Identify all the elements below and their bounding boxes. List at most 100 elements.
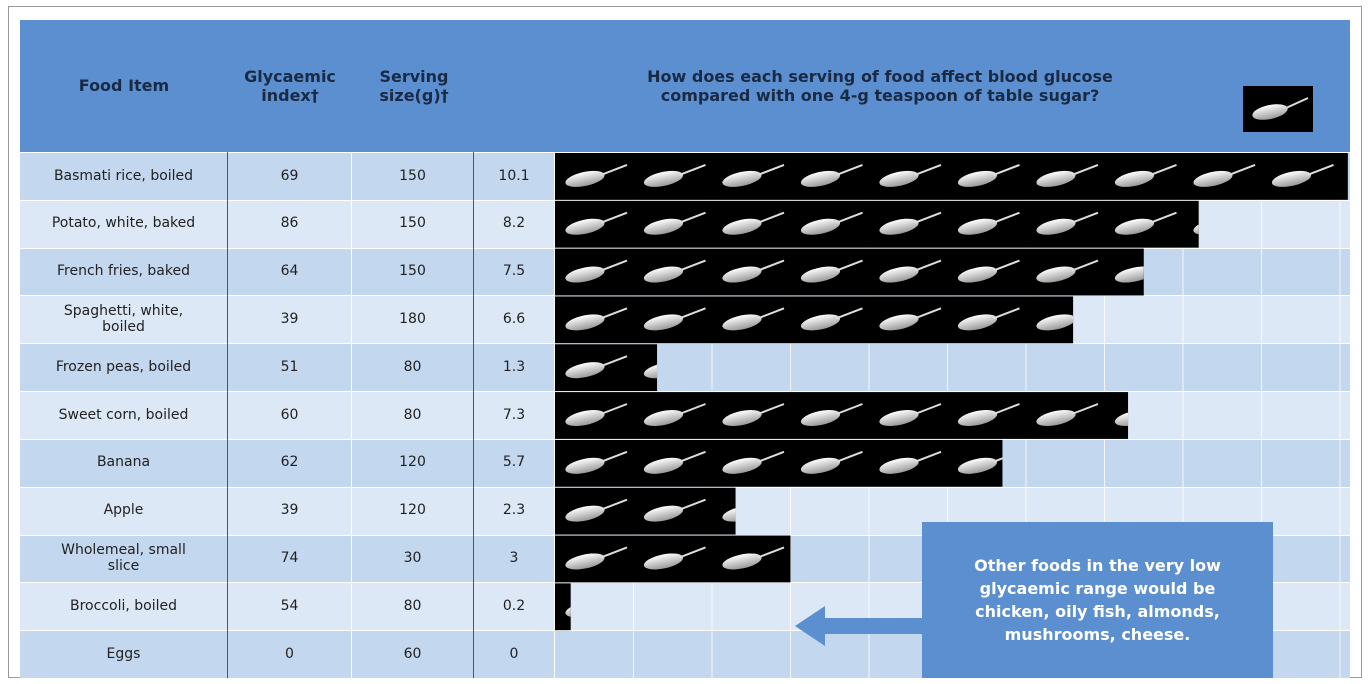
spoon-handle xyxy=(1071,403,1099,415)
spoon-handle xyxy=(1229,213,1255,223)
spoon-handle xyxy=(679,211,706,224)
spoon xyxy=(800,170,841,187)
spoon xyxy=(957,218,998,235)
header-spoon-icon xyxy=(1243,86,1313,132)
spoon-handle xyxy=(1307,163,1334,176)
spoon-handle xyxy=(914,259,942,272)
spoon xyxy=(1036,266,1076,283)
spoon-handle xyxy=(914,450,942,463)
spoons xyxy=(565,595,627,618)
spoons xyxy=(565,355,658,379)
spoon xyxy=(565,314,605,331)
spoon xyxy=(800,457,841,474)
spoon-handle xyxy=(679,403,706,415)
spoon-handle xyxy=(836,163,863,176)
spoons xyxy=(565,259,1144,283)
spoon xyxy=(879,314,919,331)
spoon-handle xyxy=(1151,404,1177,414)
spoon-handle xyxy=(1150,211,1177,224)
food-name: Banana xyxy=(20,438,228,487)
spoon-handle xyxy=(600,403,628,415)
spoon-handle xyxy=(836,450,863,463)
spoon-handle xyxy=(679,163,706,176)
food-name: Basmati rice, boiled xyxy=(20,152,228,200)
spoon-handle xyxy=(993,403,1020,415)
glycaemic-index: 69 xyxy=(228,152,352,200)
spoon-handle xyxy=(679,450,706,463)
spoon-handle xyxy=(1071,163,1099,176)
header-food: Food Item xyxy=(78,76,170,96)
spoon-handle xyxy=(757,163,785,176)
spoon-handle xyxy=(836,259,863,272)
spoon xyxy=(565,170,605,187)
spoon-handle xyxy=(914,403,942,415)
food-name: Spaghetti, white, boiled xyxy=(20,295,228,344)
serving-size: 30 xyxy=(352,534,474,583)
spoon xyxy=(1036,170,1076,187)
spoon xyxy=(800,266,841,283)
glycaemic-index: 39 xyxy=(228,295,352,344)
spoon xyxy=(1036,218,1076,235)
spoon xyxy=(800,314,841,331)
spoon xyxy=(1193,170,1233,187)
spoon xyxy=(879,409,919,427)
teaspoon-bar xyxy=(555,344,658,392)
spoons xyxy=(565,498,784,522)
spoon-handle xyxy=(758,500,784,510)
spoon xyxy=(957,266,998,283)
spoons xyxy=(565,163,1334,187)
spoon-handle xyxy=(993,211,1020,224)
spoon xyxy=(722,314,762,331)
spoon xyxy=(643,362,658,379)
spoon xyxy=(565,218,605,235)
spoon xyxy=(722,505,736,522)
spoon xyxy=(957,409,998,427)
header-question: How does each serving of food affect blo… xyxy=(647,66,1113,105)
teaspoons: 3 xyxy=(474,534,555,583)
spoon-handle xyxy=(836,403,863,415)
spoon-handle xyxy=(601,595,627,605)
spoon-handle xyxy=(679,307,706,320)
spoon-handle xyxy=(1071,316,1074,320)
spoons xyxy=(565,450,1003,474)
food-name: Eggs xyxy=(20,630,228,678)
glycaemic-index: 39 xyxy=(228,486,352,535)
serving-size: 80 xyxy=(352,582,474,631)
spoon xyxy=(643,218,684,235)
spoon-handle xyxy=(993,259,1020,272)
food-name: Potato, white, baked xyxy=(20,199,228,248)
spoon-handle xyxy=(757,450,785,463)
header-serving: Serving size(g)† xyxy=(379,66,449,105)
spoon xyxy=(722,170,762,187)
spoon xyxy=(1114,170,1155,187)
spoon xyxy=(722,218,762,235)
spoon-handle xyxy=(679,498,706,511)
spoon xyxy=(722,553,762,570)
teaspoons: 0 xyxy=(474,630,555,678)
spoon xyxy=(643,457,684,474)
teaspoon-bar xyxy=(555,583,571,631)
spoon-handle xyxy=(836,211,863,224)
glycaemic-index: 0 xyxy=(228,630,352,678)
header-gi: Glycaemic index† xyxy=(244,66,336,105)
spoon-handle xyxy=(757,403,785,415)
serving-size: 150 xyxy=(352,152,474,200)
serving-size: 150 xyxy=(352,247,474,296)
spoon-handle xyxy=(1150,163,1177,176)
glycaemic-index: 54 xyxy=(228,582,352,631)
spoon-handle xyxy=(679,259,706,272)
spoon-handle xyxy=(1228,163,1256,176)
spoon xyxy=(643,314,684,331)
spoon xyxy=(643,170,684,187)
glycaemic-index: 64 xyxy=(228,247,352,296)
spoon xyxy=(1114,266,1144,283)
teaspoon-bar xyxy=(555,439,1003,487)
spoon-handle xyxy=(757,259,785,272)
spoon xyxy=(879,457,919,474)
food-name: Apple xyxy=(20,486,228,535)
spoons xyxy=(565,546,785,570)
teaspoons: 0.2 xyxy=(474,582,555,631)
glycaemic-index: 86 xyxy=(228,199,352,248)
